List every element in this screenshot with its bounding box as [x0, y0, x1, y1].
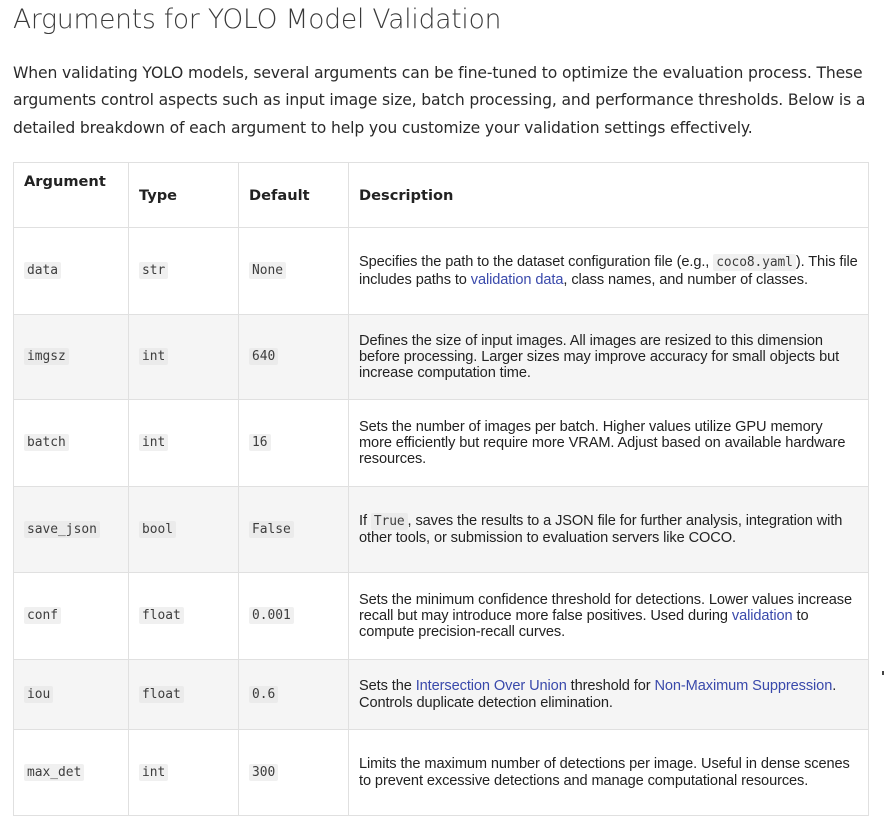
scroll-edge-mark [882, 671, 884, 675]
type-cell: int [128, 729, 239, 816]
header-description: Description [348, 162, 869, 228]
table-row: imgsz int 640 Defines the size of input … [13, 314, 869, 400]
argument-name: iou [24, 685, 54, 703]
type-cell: bool [128, 486, 239, 573]
argument-type: str [139, 262, 169, 280]
default-cell: 640 [238, 314, 349, 400]
description-text: Sets the [359, 678, 416, 695]
non-maximum-suppression-link[interactable]: Non-Maximum Suppression [654, 678, 833, 695]
description-cell: If True, saves the results to a JSON fil… [348, 486, 869, 573]
description-cell: Limits the maximum number of detections … [348, 729, 869, 816]
argument-type: float [139, 685, 184, 703]
page-title: Arguments for YOLO Model Validation [13, 4, 502, 35]
argument-type: int [139, 434, 169, 452]
argument-type: bool [139, 520, 177, 538]
type-cell: float [128, 572, 239, 660]
argument-name: max_det [24, 763, 85, 781]
type-cell: int [128, 314, 239, 400]
argument-default: None [249, 262, 287, 280]
argument-name: data [24, 262, 62, 280]
description-cell: Sets the minimum confidence threshold fo… [348, 572, 869, 660]
table-row: batch int 16 Sets the number of images p… [13, 399, 869, 487]
table-row: save_json bool False If True, saves the … [13, 486, 869, 573]
header-default: Default [238, 162, 349, 228]
description-text: , class names, and number of classes. [563, 271, 808, 288]
type-cell: str [128, 227, 239, 315]
argument-default: 0.001 [249, 607, 294, 625]
default-cell: 0.6 [238, 659, 349, 730]
argument-cell: batch [13, 399, 129, 487]
type-cell: float [128, 659, 239, 730]
validation-link[interactable]: validation [731, 607, 793, 624]
header-type: Type [128, 162, 239, 228]
argument-name: batch [24, 434, 69, 452]
default-cell: None [238, 227, 349, 315]
description-cell: Specifies the path to the dataset config… [348, 227, 869, 315]
argument-default: 16 [249, 434, 271, 452]
inline-code: True [370, 512, 408, 530]
argument-name: save_json [24, 520, 100, 538]
table-row: max_det int 300 Limits the maximum numbe… [13, 729, 869, 816]
description-cell: Defines the size of input images. All im… [348, 314, 869, 400]
argument-cell: max_det [13, 729, 129, 816]
description-text: If [359, 512, 371, 529]
description-text: threshold for [566, 678, 655, 695]
description-text: , saves the results to a JSON file for f… [359, 512, 843, 546]
argument-default: False [249, 520, 294, 538]
argument-type: int [139, 763, 169, 781]
argument-type: int [139, 348, 169, 366]
intro-paragraph: When validating YOLO models, several arg… [13, 64, 866, 137]
table-row: conf float 0.001 Sets the minimum confid… [13, 572, 869, 660]
description-text: Sets the minimum confidence threshold fo… [359, 591, 852, 624]
default-cell: 0.001 [238, 572, 349, 660]
intersection-over-union-link[interactable]: Intersection Over Union [415, 678, 567, 695]
header-argument: Argument [13, 162, 129, 228]
validation-data-link[interactable]: validation data [470, 271, 564, 288]
description-text: ). This file includes paths to [359, 254, 858, 288]
argument-name: conf [24, 607, 62, 625]
argument-default: 300 [249, 763, 279, 781]
default-cell: False [238, 486, 349, 573]
description-text: Specifies the path to the dataset config… [359, 254, 714, 271]
argument-cell: data [13, 227, 129, 315]
description-cell: Sets the Intersection Over Union thresho… [348, 659, 869, 730]
description-cell: Sets the number of images per batch. Hig… [348, 399, 869, 487]
arguments-table: Argument Type Default Description data s… [13, 162, 869, 816]
argument-cell: conf [13, 572, 129, 660]
description-text: to compute precision-recall curves. [359, 607, 809, 641]
default-cell: 300 [238, 729, 349, 816]
argument-name: imgsz [24, 348, 69, 366]
table-row: data str None Specifies the path to the … [13, 227, 869, 315]
table-header-row: Argument Type Default Description [13, 162, 869, 228]
argument-default: 640 [249, 348, 279, 366]
argument-default: 0.6 [249, 685, 279, 703]
argument-cell: save_json [13, 486, 129, 573]
default-cell: 16 [238, 399, 349, 487]
argument-type: float [139, 607, 184, 625]
argument-cell: imgsz [13, 314, 129, 400]
type-cell: int [128, 399, 239, 487]
argument-cell: iou [13, 659, 129, 730]
inline-code: coco8.yaml [713, 254, 796, 272]
table-row: iou float 0.6 Sets the Intersection Over… [13, 659, 869, 730]
